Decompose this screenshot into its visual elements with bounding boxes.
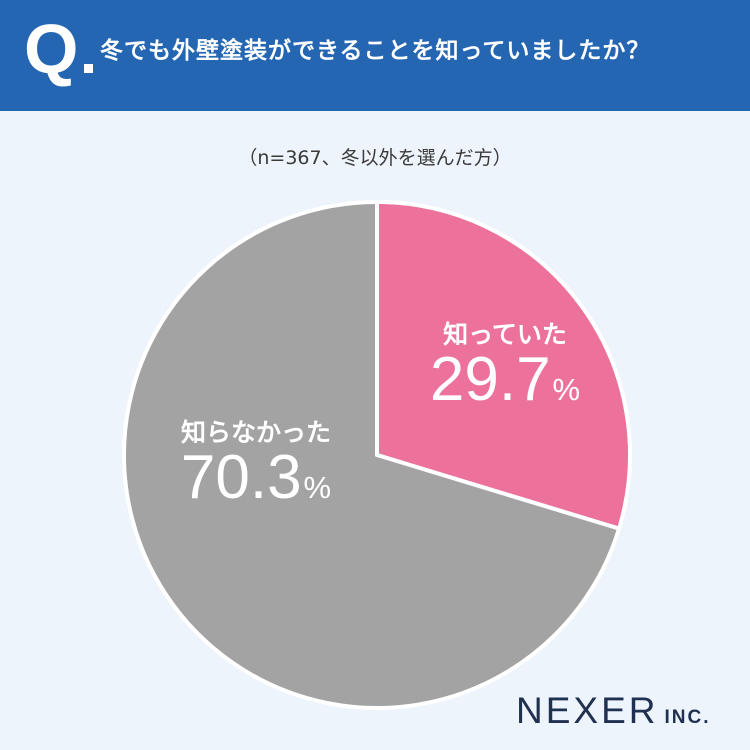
pie-slice-1 <box>375 200 632 531</box>
sample-note: （n=367、冬以外を選んだ方） <box>238 147 512 169</box>
slice-category-label: 知っていた <box>443 320 567 349</box>
logo-suffix: INC. <box>664 707 711 728</box>
company-logo: NEXER INC. <box>516 690 710 732</box>
pie-slices <box>122 200 632 710</box>
slice-value-label: 29.7% <box>430 345 580 414</box>
header-banner: Q 冬でも外壁塗装ができることを知っていましたか？ <box>0 0 750 111</box>
q-mark: Q <box>24 10 79 88</box>
q-dot <box>84 64 93 73</box>
slice-value-label: 70.3% <box>181 443 331 512</box>
pie-slice-2 <box>122 200 622 710</box>
question-text: 冬でも外壁塗装ができることを知っていましたか？ <box>100 38 651 64</box>
logo-name: NEXER <box>516 690 659 731</box>
slice-category-label: 知らなかった <box>181 418 331 447</box>
